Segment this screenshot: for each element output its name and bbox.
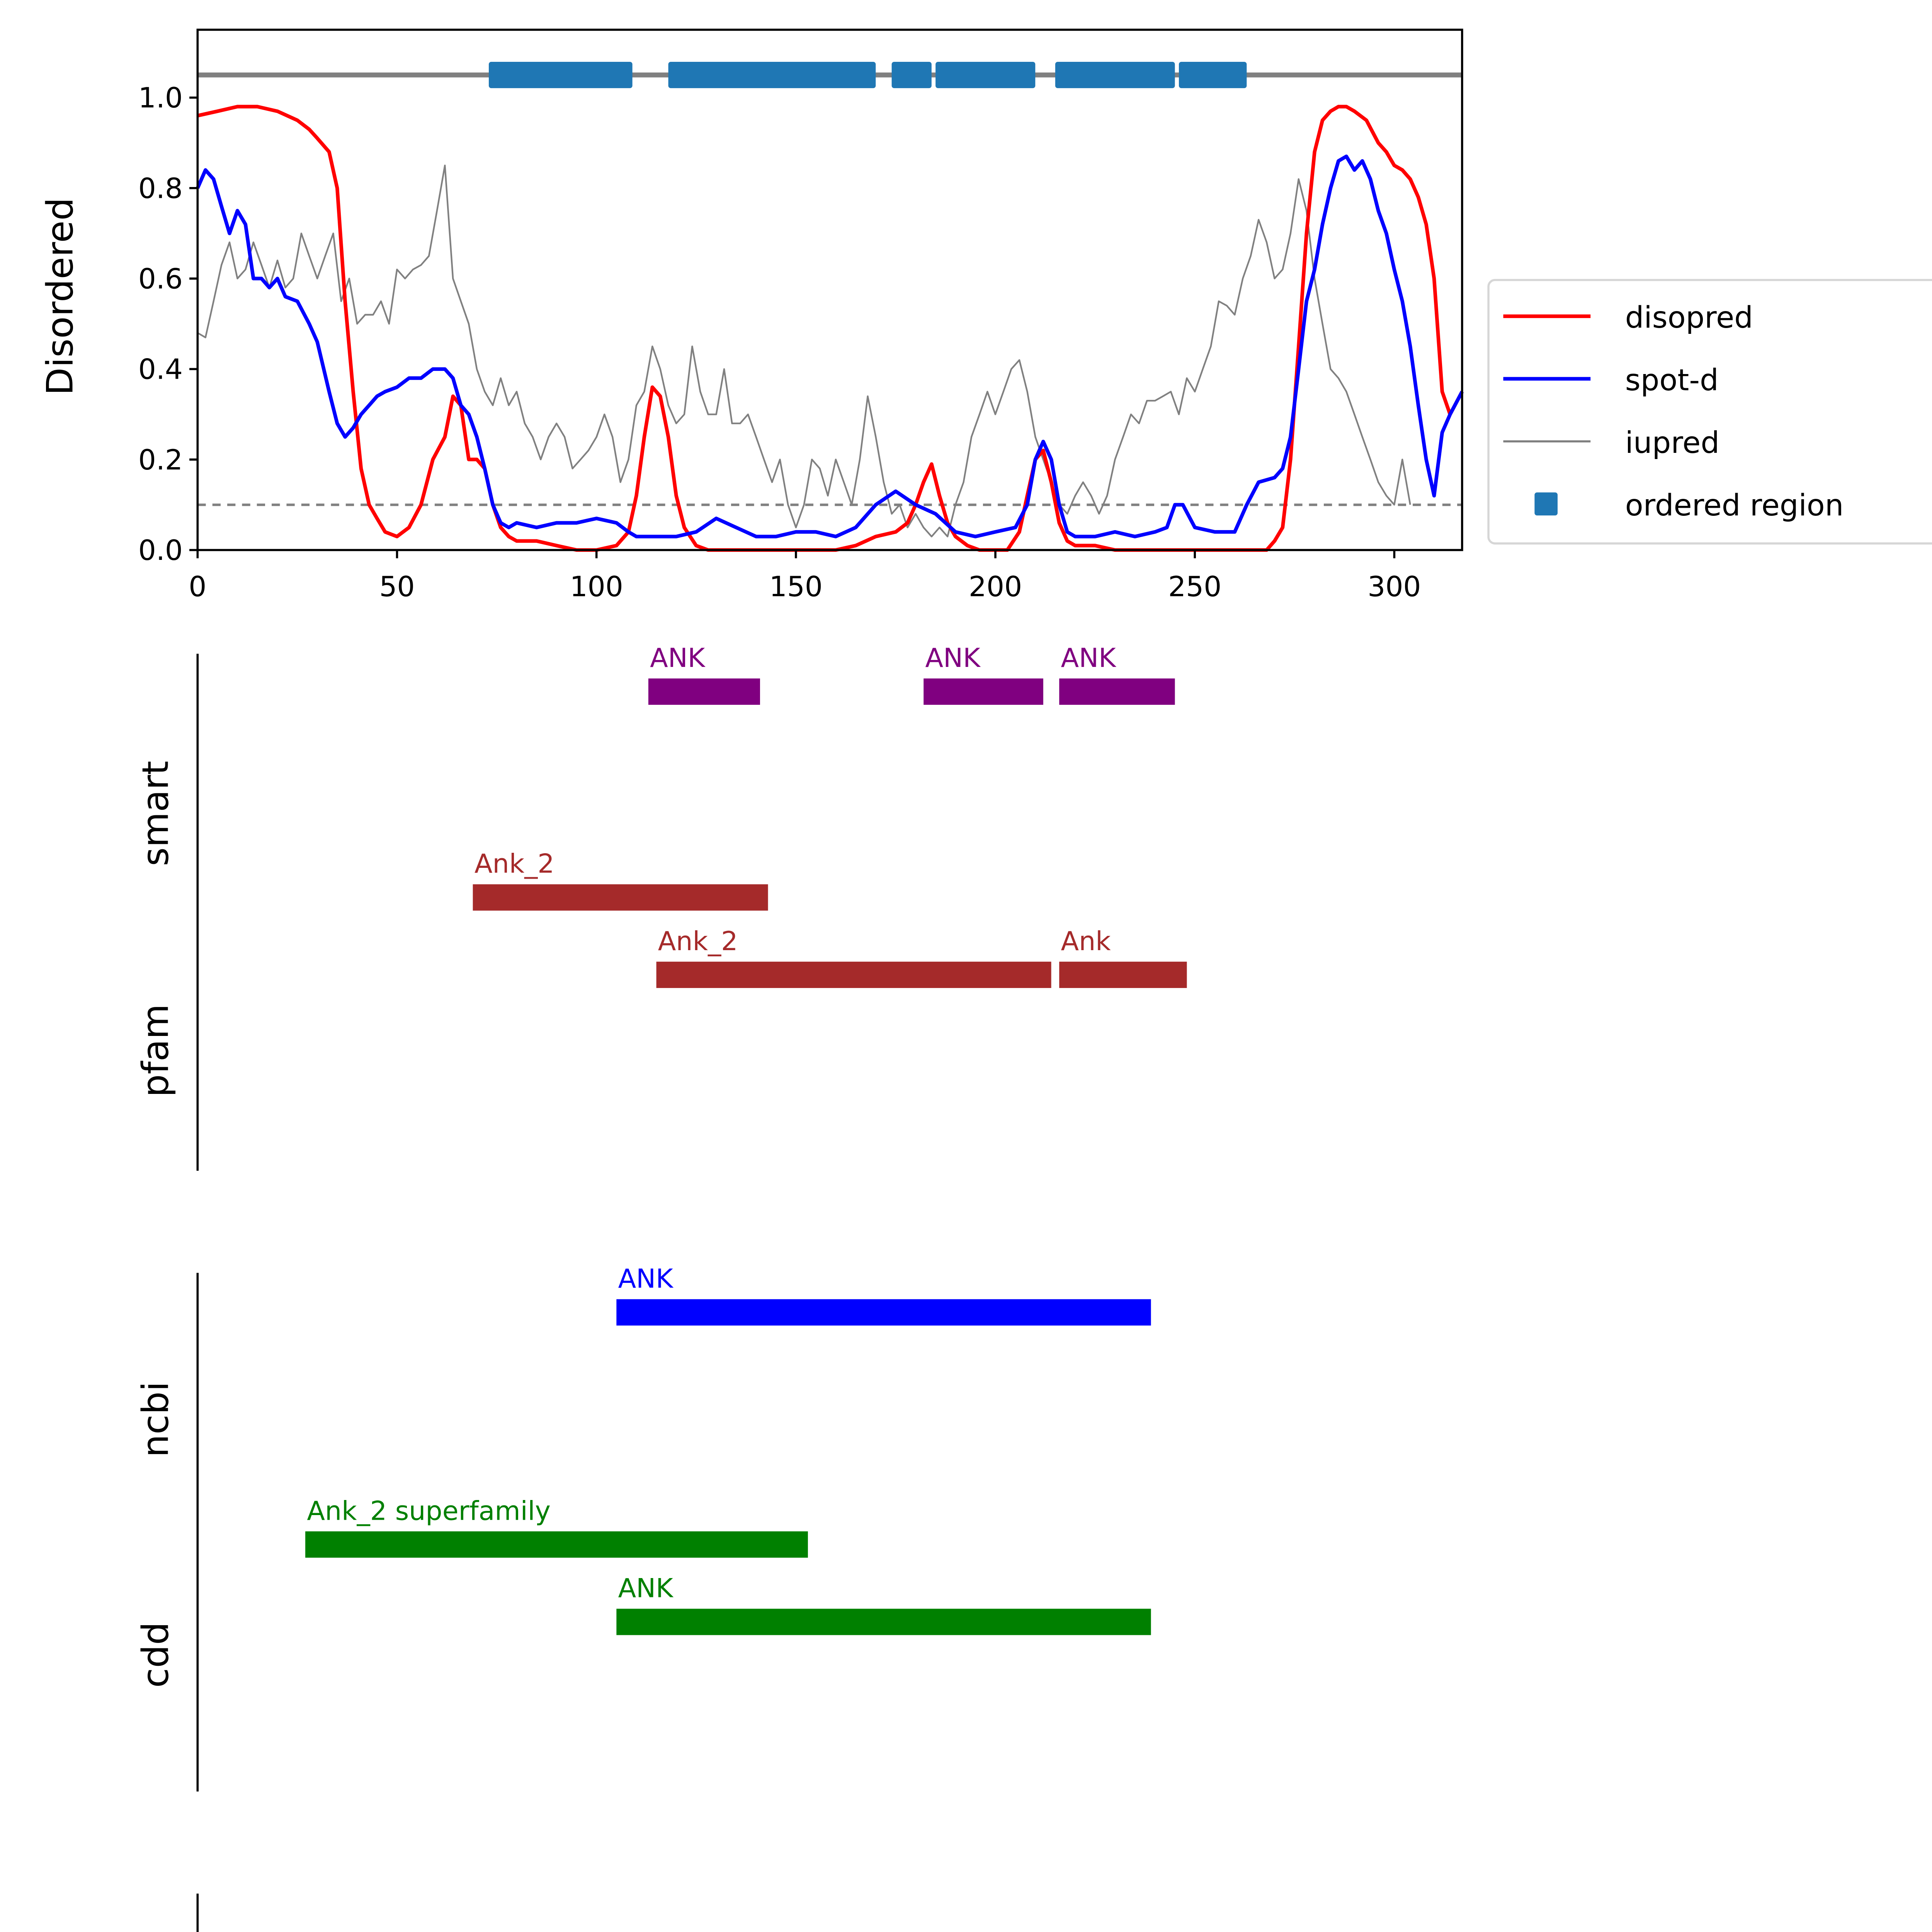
domain-label-ncbi: ANK bbox=[618, 1264, 674, 1294]
domain-bar-pfam bbox=[1059, 961, 1187, 988]
xtick-label: 50 bbox=[379, 571, 415, 603]
ncbi-cdd-panel: ncbi cdd ANK Ank_2 superfamily ANK bbox=[135, 1264, 1151, 1792]
row-label-cdd: cdd bbox=[135, 1622, 177, 1688]
domain-bar-pfam bbox=[656, 961, 1051, 988]
xtick-label: 100 bbox=[570, 571, 623, 603]
domain-label-smart: ANK bbox=[650, 643, 706, 673]
domain-bar-cdd bbox=[305, 1531, 808, 1558]
legend-label: disopred bbox=[1625, 301, 1753, 335]
ytick-label: 1.0 bbox=[138, 82, 183, 114]
domain-bar-pfam bbox=[473, 884, 768, 911]
smart-pfam-panel: smart pfam ANK ANK ANK Ank_2 Ank_2 Ank bbox=[135, 643, 1187, 1171]
domain-label-cdd: Ank_2 superfamily bbox=[307, 1496, 551, 1526]
row-label-pfam: pfam bbox=[135, 1004, 177, 1097]
xtick-label: 0 bbox=[189, 571, 206, 603]
ytick-label: 0.0 bbox=[138, 534, 183, 567]
ordered-region-bar bbox=[668, 61, 876, 88]
row-label-ncbi: ncbi bbox=[135, 1381, 177, 1458]
domain-label-pfam: Ank_2 bbox=[658, 926, 738, 957]
disorder-plot-frame bbox=[196, 29, 1463, 551]
ordered-region-bar bbox=[935, 61, 1036, 88]
row-label-smart: smart bbox=[135, 761, 177, 866]
series-line-disopred bbox=[197, 105, 1464, 552]
xtick-label: 200 bbox=[969, 571, 1022, 603]
domain-bar-smart bbox=[923, 678, 1043, 705]
domain-bar-smart bbox=[648, 678, 760, 705]
disorder-ylabel: Disordered bbox=[39, 197, 81, 395]
series-line-iupred bbox=[197, 164, 1411, 537]
domain-bar-ncbi bbox=[616, 1299, 1151, 1326]
ytick-label: 0.6 bbox=[138, 263, 183, 296]
xtick-label: 150 bbox=[769, 571, 823, 603]
disorder-legend: disopred spot-d iupred ordered region bbox=[1487, 279, 1932, 545]
disorder-panel: 0.0 0.2 0.4 0.6 0.8 1.0 0 50 100 150 200 250 300 Di… bbox=[39, 29, 1932, 603]
domain-bar-smart bbox=[1059, 678, 1175, 705]
ytick-label: 0.8 bbox=[138, 172, 183, 205]
legend-frame bbox=[1487, 279, 1932, 545]
xtick-label: 300 bbox=[1367, 571, 1421, 603]
ytick-label: 0.4 bbox=[138, 354, 183, 386]
ytick-label: 0.2 bbox=[138, 444, 183, 476]
ordered-region-bar bbox=[1179, 61, 1247, 88]
domain-label-cdd: ANK bbox=[618, 1573, 674, 1604]
domain-label-smart: ANK bbox=[1061, 643, 1117, 673]
domain-label-pfam: Ank bbox=[1061, 926, 1111, 957]
domain-label-smart: ANK bbox=[925, 643, 981, 673]
legend-swatch-ordered-region bbox=[1534, 492, 1558, 515]
ordered-region-bar bbox=[1055, 61, 1175, 88]
xtick-label: 250 bbox=[1168, 571, 1221, 603]
ss-nes-panel: SS NES #1#6#7#11#15#17 05010015020025030… bbox=[196, 1893, 199, 1932]
legend-label: spot-d bbox=[1625, 363, 1719, 398]
legend-label: iupred bbox=[1625, 426, 1719, 460]
domain-bar-cdd bbox=[616, 1609, 1151, 1635]
series-line-spot-d bbox=[196, 154, 1464, 539]
domain-label-pfam: Ank_2 bbox=[474, 849, 554, 879]
ordered-region-bar bbox=[488, 61, 633, 88]
legend-label: ordered region bbox=[1625, 488, 1844, 523]
ordered-region-bar bbox=[891, 61, 932, 88]
